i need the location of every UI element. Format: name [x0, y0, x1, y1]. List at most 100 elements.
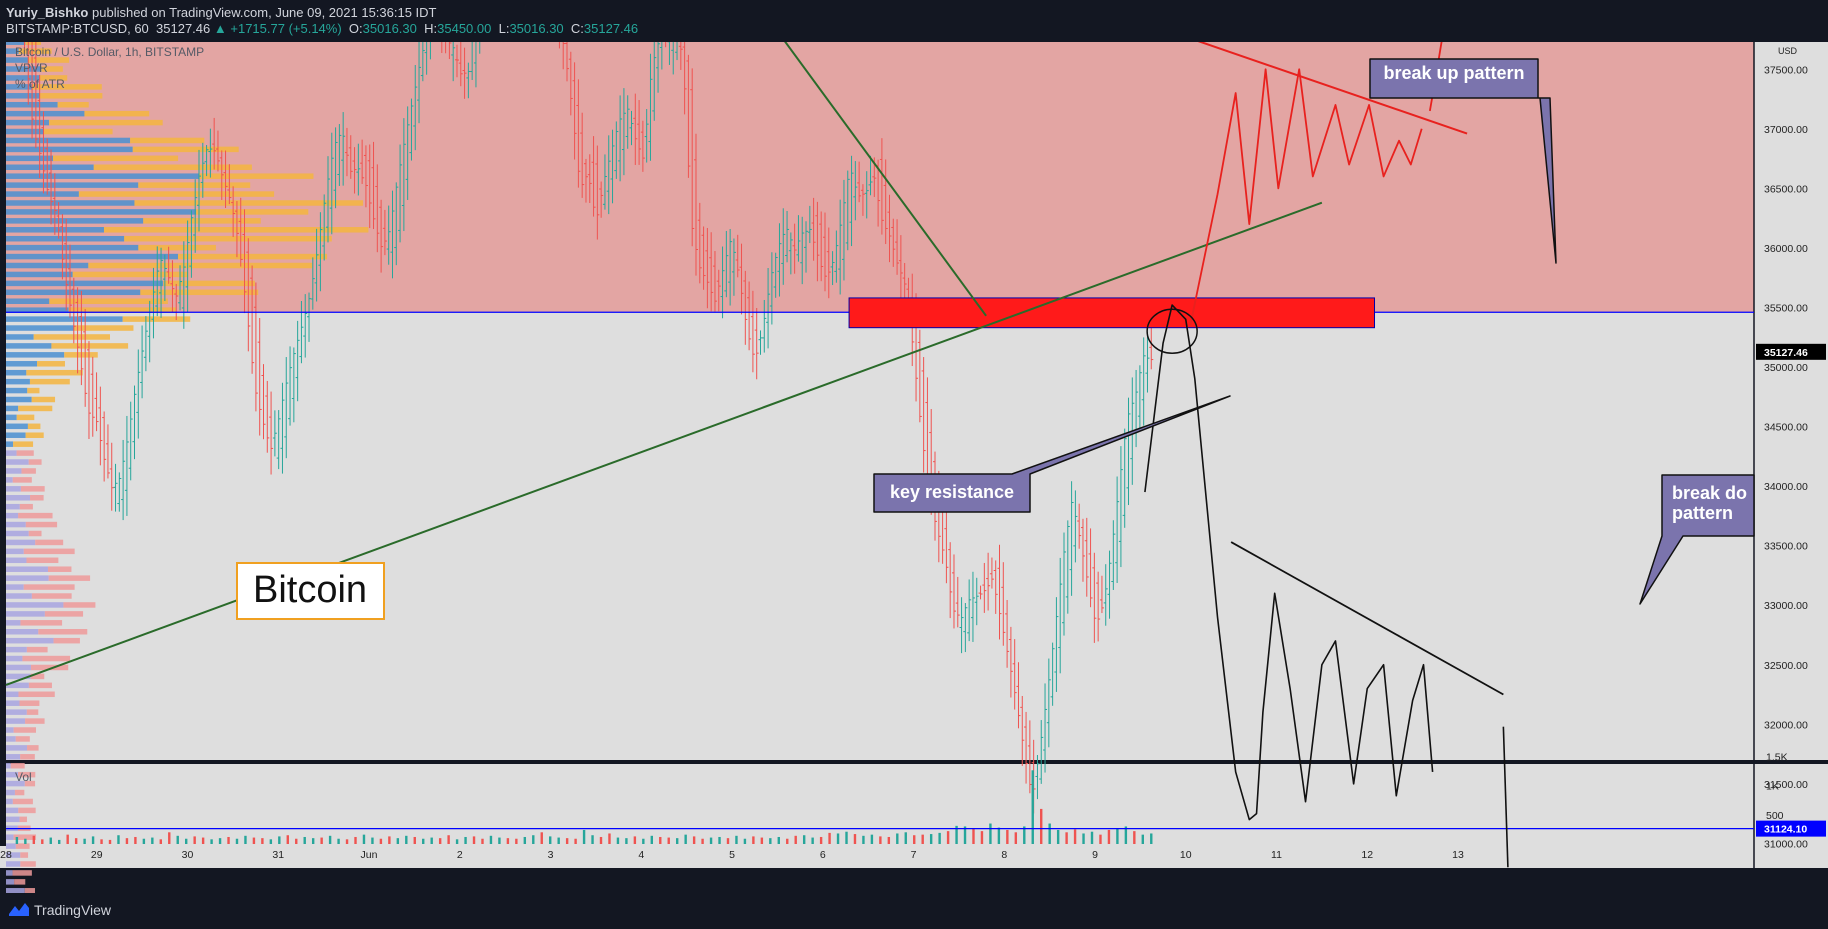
- vpvr-up: [6, 673, 31, 680]
- volume-bar: [142, 838, 146, 844]
- vpvr-down: [28, 682, 52, 689]
- price-ticks: 40500.0040000.0039500.0039000.0038500.00…: [1764, 46, 1808, 850]
- vpvr-up: [6, 235, 125, 242]
- vpvr-down: [26, 646, 48, 653]
- volume-bar: [633, 836, 637, 844]
- volume-bar: [819, 836, 823, 844]
- volume-bar: [769, 838, 772, 844]
- vpvr-up: [6, 459, 29, 465]
- vpvr-down: [13, 727, 36, 733]
- vpvr-up: [6, 262, 89, 269]
- vpvr-down: [20, 486, 45, 492]
- btc-chart[interactable]: 40500.0040000.0039500.0039000.0038500.00…: [0, 42, 1828, 893]
- vpvr-up: [6, 280, 164, 287]
- vpvr-down: [23, 584, 75, 590]
- volume-bar: [371, 837, 374, 844]
- vpvr-down: [198, 173, 314, 179]
- vpvr-down: [43, 128, 113, 135]
- volume-label[interactable]: Vol: [15, 770, 32, 784]
- volume-bar: [15, 836, 19, 844]
- vpvr-up: [6, 780, 25, 787]
- vpvr-up: [6, 718, 26, 724]
- vpvr-down: [20, 754, 35, 760]
- price-tick-7: 37000.00: [1764, 124, 1808, 136]
- time-tick-6: 3: [548, 849, 554, 861]
- tradingview-logo-icon[interactable]: [8, 901, 30, 917]
- time-tick-11: 8: [1001, 849, 1007, 861]
- low-value: 35016.30: [509, 21, 564, 36]
- vpvr-down: [28, 530, 42, 537]
- time-tick-10: 7: [911, 849, 917, 861]
- vpvr-down: [32, 84, 102, 90]
- author-name[interactable]: Yuriy_Bishko: [6, 5, 89, 20]
- volume-bar: [921, 834, 924, 844]
- vpvr-down: [27, 387, 40, 394]
- vpvr-down: [138, 244, 216, 251]
- time-axis[interactable]: [0, 846, 1828, 868]
- volume-bar: [405, 835, 408, 844]
- volume-bar: [388, 836, 391, 844]
- vpvr-down: [20, 852, 29, 858]
- callout-break-down-text-2: pattern: [1672, 503, 1733, 523]
- vpvr-down: [20, 620, 63, 626]
- legend-vpvr[interactable]: VPVR: [15, 61, 48, 75]
- vpvr-up: [6, 852, 21, 858]
- legend-atr[interactable]: % of ATR: [15, 77, 65, 91]
- vpvr-down: [19, 503, 33, 510]
- vpvr-up: [6, 727, 14, 733]
- volume-bar: [743, 838, 747, 844]
- vpvr-up: [6, 789, 15, 796]
- volume-bar: [303, 836, 306, 844]
- price-axis[interactable]: [1754, 42, 1828, 760]
- volume-pane[interactable]: [6, 764, 1754, 846]
- vpvr-down: [134, 200, 364, 206]
- vpvr-up: [6, 628, 39, 635]
- time-tick-0: 28: [0, 849, 12, 861]
- volume-bar: [506, 838, 510, 844]
- volume-bar: [692, 836, 696, 844]
- vpvr-down: [53, 637, 80, 644]
- volume-bar: [675, 838, 679, 844]
- price-tick-17: 32000.00: [1764, 719, 1808, 731]
- ascending-trendline: [5, 201, 1323, 686]
- volume-bar: [972, 828, 975, 844]
- volume-bar: [659, 836, 662, 844]
- volume-bar: [134, 836, 137, 844]
- vpvr-up: [6, 807, 19, 814]
- volume-bar: [49, 837, 52, 844]
- brand-name[interactable]: TradingView: [34, 902, 112, 918]
- legend-title[interactable]: Bitcoin / U.S. Dollar, 1h, BITSTAMP: [15, 45, 205, 59]
- volume-bar: [591, 835, 594, 844]
- volume-bar: [438, 838, 442, 844]
- callout-break-up-box: [1369, 58, 1557, 264]
- price-badge-label-0: 35127.46: [1764, 347, 1808, 359]
- vpvr-up: [6, 316, 123, 322]
- price-tick-18: 31500.00: [1764, 779, 1808, 791]
- vpvr-up: [6, 57, 28, 63]
- time-tick-3: 31: [272, 849, 284, 861]
- volume-bar: [532, 835, 535, 844]
- vpvr-up: [6, 244, 139, 251]
- volume-bar: [1031, 770, 1034, 844]
- volume-bar: [320, 837, 323, 844]
- vpvr-down: [31, 593, 72, 599]
- bitcoin-label-text: Bitcoin: [253, 569, 367, 611]
- vpvr-down: [12, 477, 32, 483]
- volume-bar: [498, 837, 501, 844]
- key-resistance-band: [848, 297, 1376, 329]
- volume-bar: [413, 836, 416, 844]
- vpvr-up: [6, 378, 30, 385]
- volume-bar: [1107, 829, 1111, 844]
- publish-info: published on TradingView.com, June 09, 2…: [92, 5, 437, 20]
- time-tick-5: 2: [457, 849, 463, 861]
- time-tick-12: 9: [1092, 849, 1098, 861]
- volume-bar: [464, 836, 467, 844]
- descending-trendline: [1197, 42, 1468, 135]
- volume-bar: [117, 835, 120, 844]
- vpvr-up: [6, 539, 36, 546]
- volume-bar: [845, 831, 848, 844]
- close-value: 35127.46: [583, 21, 639, 36]
- vpvr-up: [6, 361, 38, 367]
- volume-bar: [938, 832, 941, 844]
- volume-bar: [1150, 833, 1153, 844]
